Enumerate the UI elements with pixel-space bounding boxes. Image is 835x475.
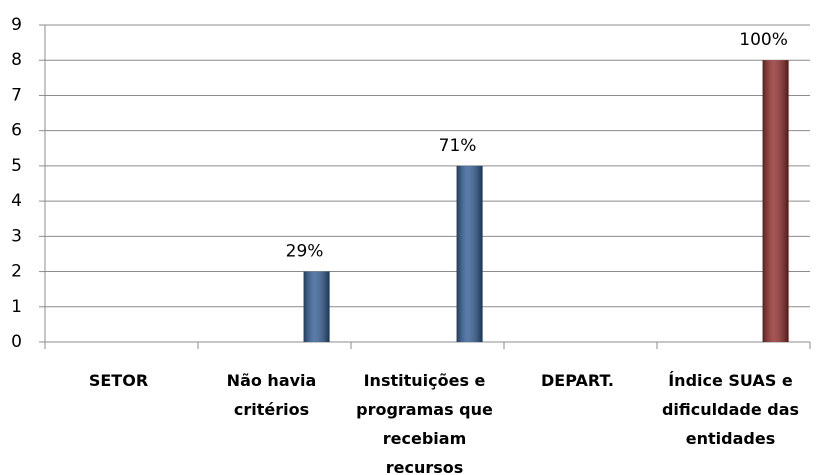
y-tick-label: 8 xyxy=(11,50,22,70)
bar-shade xyxy=(762,60,789,342)
y-tick-label: 1 xyxy=(11,297,22,317)
bar-shade xyxy=(456,165,483,342)
x-tick-label: Não havia critérios xyxy=(226,371,317,419)
x-tick-label: Índice SUAS e dificuldade das entidades xyxy=(661,371,800,448)
y-tick-label: 2 xyxy=(11,262,22,282)
x-tick-label: SETOR xyxy=(88,371,149,390)
y-tick-label: 0 xyxy=(11,332,22,352)
y-tick-label: 5 xyxy=(11,156,22,176)
x-tick-label: Instituições e programas que recebiam re… xyxy=(356,371,493,475)
y-tick-label: 6 xyxy=(11,121,22,141)
data-label: 29% xyxy=(286,242,324,262)
y-tick-label: 4 xyxy=(11,191,22,211)
y-tick-label: 9 xyxy=(11,15,22,35)
y-tick-label: 3 xyxy=(11,226,22,246)
y-tick-label: 7 xyxy=(11,85,22,105)
data-label: 71% xyxy=(439,136,477,156)
data-label: 100% xyxy=(739,30,788,50)
x-tick-label: DEPART. xyxy=(540,371,614,390)
bar-shade xyxy=(303,271,330,342)
